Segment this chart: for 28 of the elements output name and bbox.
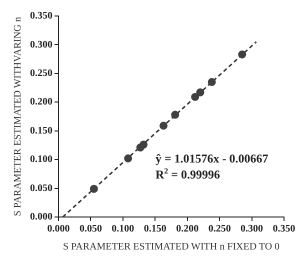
y-tick-label: 0.350 (30, 10, 52, 22)
y-tick-label: 0.150 (30, 125, 52, 136)
x-tick-label: 0.200 (176, 224, 199, 235)
y-axis-title: S PARAMETER ESTIMATED WITHVARING n (12, 16, 24, 216)
annotation: ŷ = 1.01576x - 0.00667 (155, 152, 268, 166)
point (208, 78, 216, 86)
y-tick-label: 0.200 (30, 96, 52, 108)
x-axis-title: S PARAMETER ESTIMATED WITH n FIXED TO 0 (62, 242, 280, 253)
x-tick-label: 0.050 (79, 224, 102, 235)
x-tick-label: 0.300 (240, 224, 264, 235)
point (140, 140, 148, 149)
point (90, 184, 98, 193)
y-tick-label: 0.300 (30, 39, 52, 50)
x-tick-label: 0.000 (47, 224, 70, 235)
point (171, 110, 180, 119)
point (191, 92, 200, 101)
x-tick-label: 0.150 (144, 224, 166, 235)
point (238, 50, 246, 58)
point (124, 154, 132, 162)
x-tick-label: 0.100 (112, 224, 134, 235)
point (196, 88, 204, 96)
point (160, 122, 168, 130)
y-tick-label: 0.050 (30, 182, 52, 194)
y-tick-label: 0.250 (30, 68, 52, 80)
x-tick-label: 0.250 (208, 224, 231, 235)
y-tick-label: 0.000 (30, 212, 52, 223)
y-tick-label: 0.100 (30, 154, 52, 166)
x-tick-label: 0.350 (272, 224, 296, 235)
